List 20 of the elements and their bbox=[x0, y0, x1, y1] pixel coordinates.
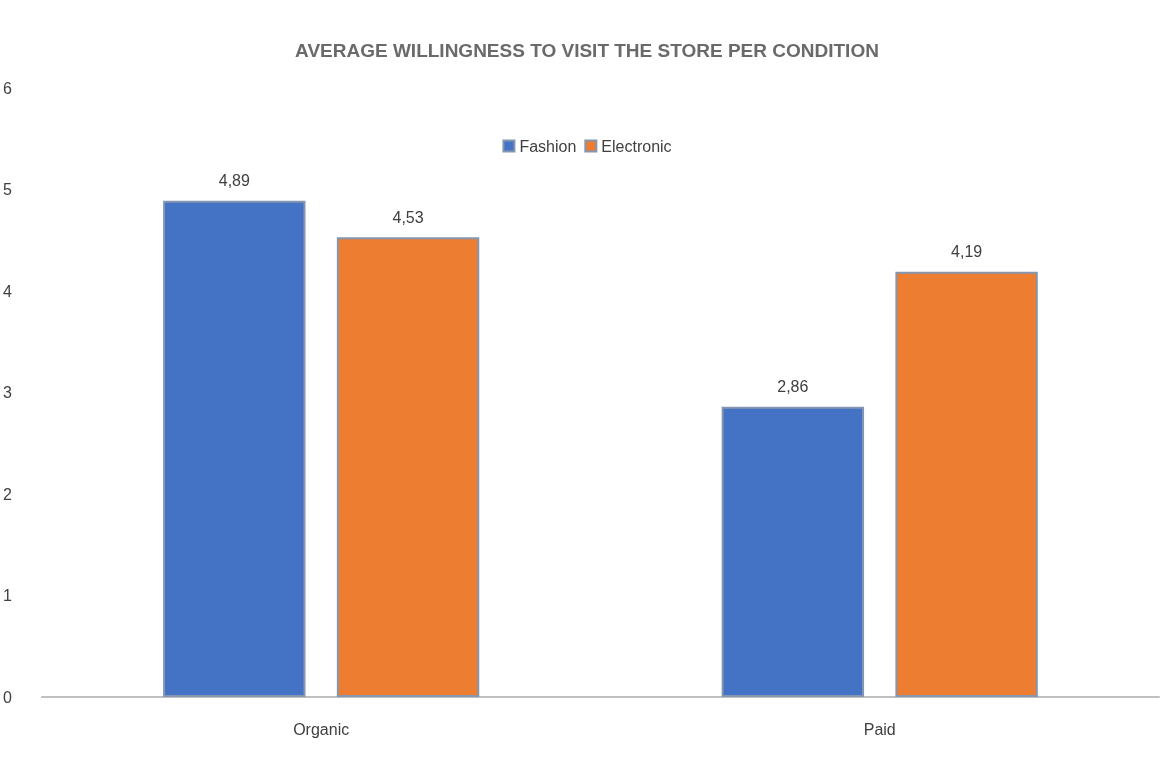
bar bbox=[163, 200, 306, 697]
y-tick-label: 0 bbox=[2, 688, 12, 706]
data-label: 4,19 bbox=[951, 243, 983, 261]
y-tick-label: 2 bbox=[2, 485, 12, 503]
legend-label: Fashion bbox=[519, 137, 577, 155]
x-tick-label: Organic bbox=[293, 720, 350, 738]
bar bbox=[336, 237, 480, 697]
legend-label: Electronic bbox=[601, 137, 672, 155]
y-tick-label: 3 bbox=[2, 384, 12, 401]
data-label: 4,89 bbox=[218, 172, 250, 190]
chart-title: AVERAGE WILLINGNESS TO VISIT THE STORE PER CONDITION bbox=[295, 39, 879, 61]
bar bbox=[895, 271, 1038, 697]
bar bbox=[721, 406, 865, 697]
y-tick-label: 6 bbox=[2, 79, 12, 97]
y-tick-label: 4 bbox=[2, 282, 12, 300]
data-label: 4,53 bbox=[392, 208, 424, 226]
data-label: 2,86 bbox=[777, 378, 809, 396]
y-tick-label: 1 bbox=[2, 587, 12, 604]
y-tick-label: 5 bbox=[2, 181, 12, 198]
x-tick-label: Paid bbox=[863, 720, 896, 738]
